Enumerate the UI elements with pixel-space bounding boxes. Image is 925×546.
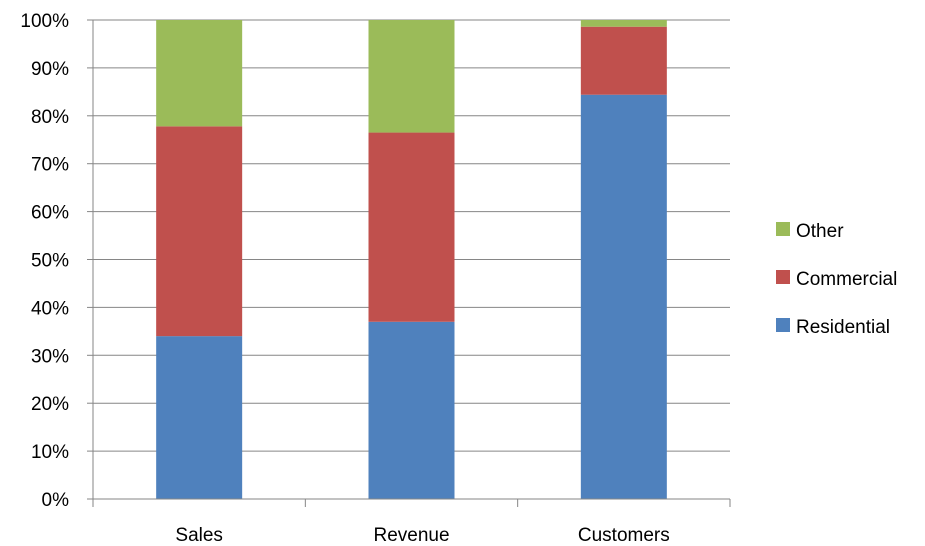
bar-commercial-customers xyxy=(580,26,667,95)
axes xyxy=(87,19,731,507)
y-tick-label: 0% xyxy=(42,490,70,511)
y-tick-label: 10% xyxy=(31,442,69,463)
bar-residential-customers xyxy=(580,94,667,499)
y-axis-tick-labels: 0% 10% 20% 30% 40% 50% 60% 70% 80% 90% 100% xyxy=(20,11,69,511)
bar-residential-revenue xyxy=(368,321,455,499)
legend-label-residential: Residential xyxy=(796,317,890,338)
x-axis-category-labels: Sales Revenue Customers xyxy=(175,525,669,546)
bar-commercial-revenue xyxy=(368,132,455,322)
bar-other-customers xyxy=(580,20,667,27)
y-tick-label: 40% xyxy=(31,298,69,319)
x-category-label: Sales xyxy=(175,525,223,546)
bar-commercial-sales xyxy=(156,126,243,337)
y-tick-label: 80% xyxy=(31,107,69,128)
y-tick-label: 70% xyxy=(31,155,69,176)
y-tick-label: 100% xyxy=(20,11,69,32)
y-tick-label: 90% xyxy=(31,59,69,80)
legend-swatch-commercial xyxy=(776,270,790,284)
bar-other-sales xyxy=(156,20,243,127)
bars xyxy=(156,20,667,499)
legend-label-commercial: Commercial xyxy=(796,269,897,290)
legend-swatch-residential xyxy=(776,318,790,332)
y-tick-label: 20% xyxy=(31,394,69,415)
x-category-label: Customers xyxy=(578,525,670,546)
y-tick-label: 60% xyxy=(31,203,69,224)
legend-swatch-other xyxy=(776,222,790,236)
y-tick-label: 50% xyxy=(31,251,69,272)
legend-label-other: Other xyxy=(796,221,844,242)
x-category-label: Revenue xyxy=(373,525,449,546)
bar-other-revenue xyxy=(368,20,455,133)
legend: Other Commercial Residential xyxy=(776,221,897,338)
y-tick-label: 30% xyxy=(31,346,69,367)
bar-residential-sales xyxy=(156,336,243,499)
